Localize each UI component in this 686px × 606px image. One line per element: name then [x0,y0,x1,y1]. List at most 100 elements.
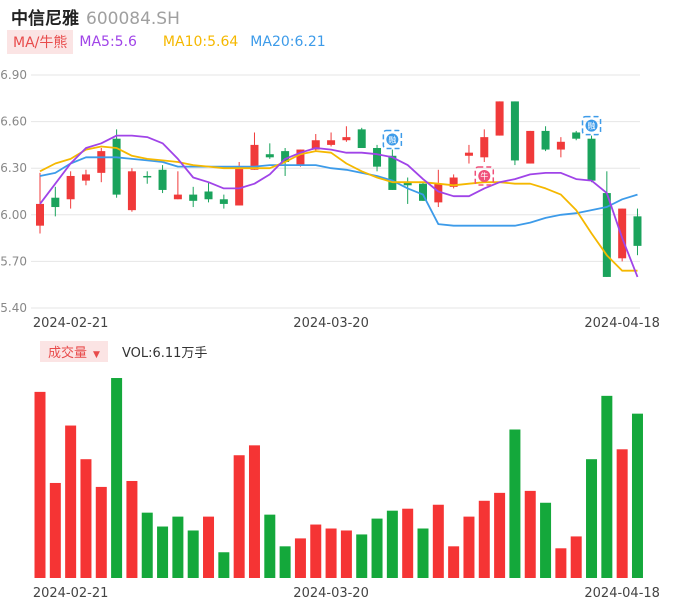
volume-bar [417,528,429,578]
candle-body [327,140,336,145]
volume-bar [631,413,643,578]
volume-indicator-tab[interactable]: 成交量 ▼ [40,340,108,362]
candle-body [342,137,351,141]
ma5-legend: MA5:5.6 [79,34,137,50]
marker-glyph: 融 [588,121,596,131]
candle-body [495,101,504,136]
candle-body [81,174,90,181]
volume-bar [524,490,536,578]
volume-bar [248,445,260,578]
stock-header: 中信尼雅 600084.SH [11,4,180,29]
candle-body [587,138,596,181]
volume-bar [65,425,77,578]
ma10-line [39,145,638,272]
volume-bar [187,530,199,578]
candle-body [265,154,274,158]
volume-bar [570,536,582,578]
y-tick-label: 6.00 [0,208,27,222]
volume-bar [233,455,245,578]
candle-body [526,130,535,164]
volume-bar [80,459,92,578]
volume-bar [141,512,153,578]
x-tick-label: 2024-02-21 [33,316,109,330]
y-tick-label: 5.70 [0,254,27,268]
marker-dot [386,133,399,146]
candle-body [281,151,290,162]
marker-glyph: 牛 [480,171,488,181]
x-tick-label: 2024-03-20 [293,586,369,601]
candle-body [403,182,412,186]
candle-body [510,101,519,161]
volume-bar [340,530,352,578]
volume-bar [448,546,460,578]
volume-bar [203,516,215,578]
candle-body [66,175,75,200]
candle-body [36,203,44,226]
volume-bar [325,528,337,578]
candle-body [173,194,182,200]
volume-bar [279,546,291,578]
chevron-down-icon: ▼ [93,349,100,360]
y-tick-label: 6.30 [0,161,27,175]
volume-bar [432,504,444,578]
candle-body [618,208,627,259]
candle-body [250,144,259,170]
candle-body [158,169,167,190]
volume-bar [157,526,169,578]
candle-body [311,140,320,150]
y-tick-label: 6.90 [0,68,27,82]
volume-bar [356,534,368,578]
candle-body [51,197,60,208]
ma10-legend: MA10:5.64 [162,34,239,50]
x-tick-label: 2024-02-21 [33,586,109,601]
candle-body [388,155,397,190]
volume-bar [555,548,567,578]
ma-indicator-tab[interactable]: MA/牛熊 [7,30,74,54]
candle-body [449,177,458,187]
volume-bar [294,538,306,578]
volume-bar [386,510,398,578]
x-tick-label: 2024-04-18 [584,586,660,601]
volume-bar [310,524,322,578]
candle-body [541,130,550,150]
candle-body [556,141,565,150]
volume-bar [218,552,230,578]
volume-bar [601,395,613,578]
candle-body [434,183,443,203]
candle-body [143,175,152,178]
marker-glyph: 融 [388,135,396,145]
blue-badge-icon: 融 [581,115,602,136]
volume-legend: 成交量 ▼ VOL:6.11万手 [40,340,208,362]
ma20-legend: MA20:6.21 [250,34,326,50]
volume-bar [264,514,276,578]
volume-bar [540,502,552,578]
x-tick-label: 2024-03-20 [293,316,369,330]
ma20-line [39,156,638,227]
volume-bar [126,480,138,578]
y-tick-label: 5.40 [0,301,27,315]
volume-bar [95,486,107,578]
volume-tab-label: 成交量 [48,345,88,361]
candle-body [97,151,106,173]
candle-body [235,166,244,206]
candle-body [373,148,382,167]
volume-bar [172,516,184,578]
volume-value: VOL:6.11万手 [121,345,208,361]
volume-bar [371,518,383,578]
blue-badge-icon: 融 [382,129,403,150]
candle-body [204,191,213,200]
volume-bar [494,492,506,578]
candle-body [572,132,581,139]
candle-body [219,199,228,204]
candle-body [464,152,473,156]
y-tick-label: 6.60 [0,115,27,129]
candle-body [189,194,198,201]
candle-body [357,129,366,149]
volume-bar [111,378,123,578]
stock-code: 600084.SH [86,9,180,29]
volume-bar [402,508,414,578]
stock-name: 中信尼雅 [11,9,79,29]
candlestick-chart: 6.90 6.60 6.30 6.00 5.70 5.40 融牛 融 2024-02-21 202… [0,68,660,330]
volume-bar [478,500,490,578]
volume-bar [463,516,475,578]
